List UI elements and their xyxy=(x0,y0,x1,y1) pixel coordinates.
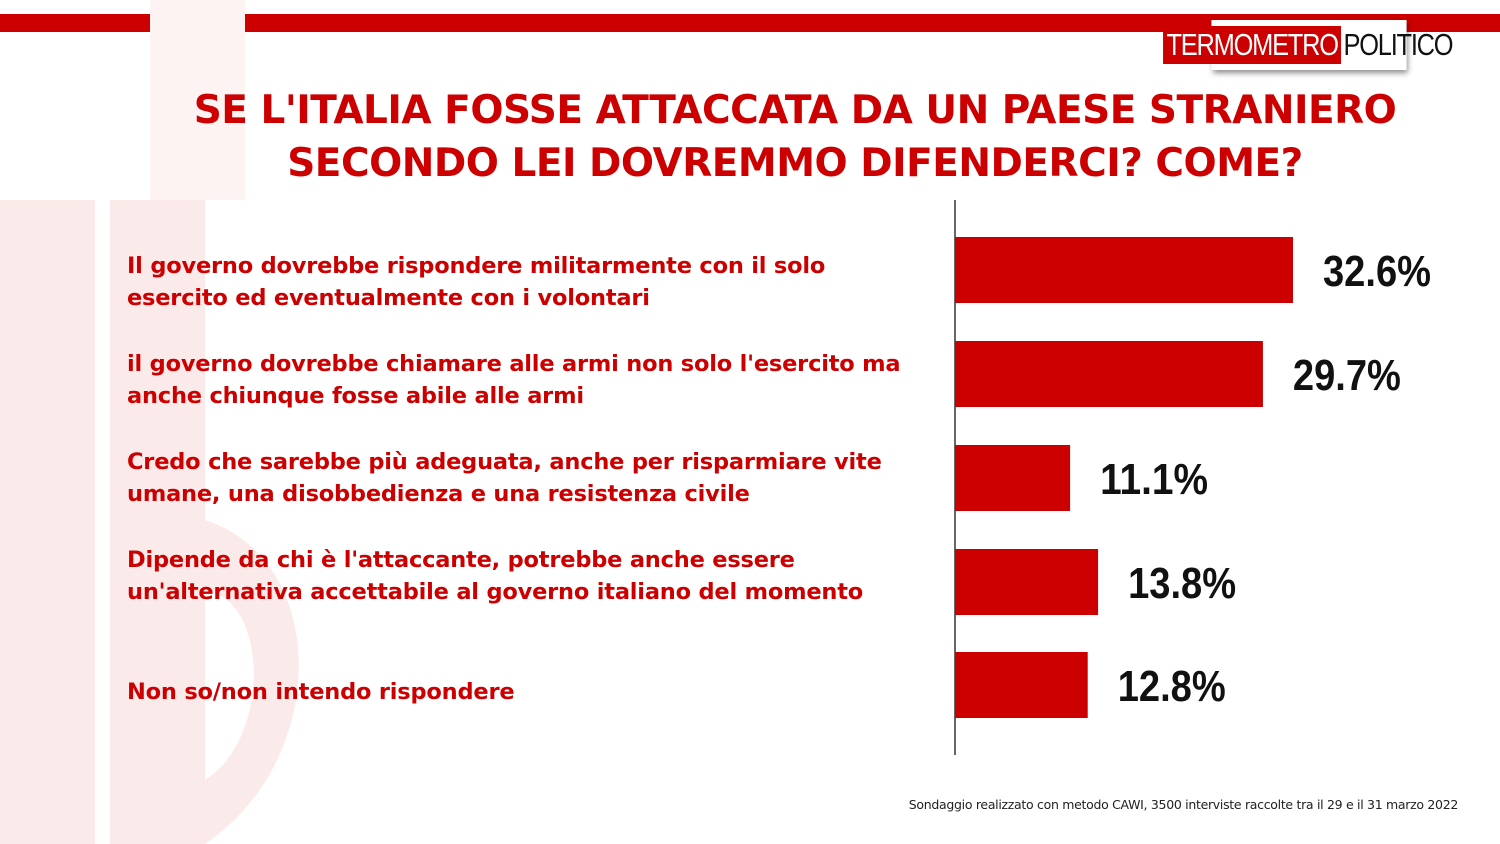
bar-value-label: 29.7% xyxy=(1293,351,1401,400)
category-label: Il governo dovrebbe rispondere militarme… xyxy=(127,253,826,311)
bar xyxy=(955,237,1293,303)
bar xyxy=(955,652,1088,718)
category-label: Dipende da chi è l'attaccante, potrebbe … xyxy=(127,547,864,605)
logo-part-2: POLITICO xyxy=(1343,27,1454,62)
top-red-bar xyxy=(0,14,1500,32)
chart-title-line-2: SECONDO LEI DOVREMMO DIFENDERCI? COME? xyxy=(287,141,1303,186)
bar-value-label: 13.8% xyxy=(1128,559,1236,608)
category-label: il governo dovrebbe chiamare alle armi n… xyxy=(127,351,901,409)
bar xyxy=(955,445,1071,511)
chart-title-line-1: SE L'ITALIA FOSSE ATTACCATA DA UN PAESE … xyxy=(193,88,1397,133)
brand-logo: TERMOMETRO POLITICO xyxy=(1163,20,1454,70)
bar xyxy=(955,549,1099,615)
category-label: Credo che sarebbe più adeguata, anche pe… xyxy=(127,449,882,507)
bar-value-label: 12.8% xyxy=(1118,662,1226,711)
bar-value-label: 11.1% xyxy=(1100,455,1208,504)
bar xyxy=(955,341,1263,407)
footnote: Sondaggio realizzato con metodo CAWI, 35… xyxy=(908,797,1459,812)
bar-value-label: 32.6% xyxy=(1323,247,1431,296)
logo-part-1: TERMOMETRO xyxy=(1163,26,1342,64)
category-label: Non so/non intendo rispondere xyxy=(127,679,515,705)
chart-title: SE L'ITALIA FOSSE ATTACCATA DA UN PAESE … xyxy=(120,84,1470,190)
